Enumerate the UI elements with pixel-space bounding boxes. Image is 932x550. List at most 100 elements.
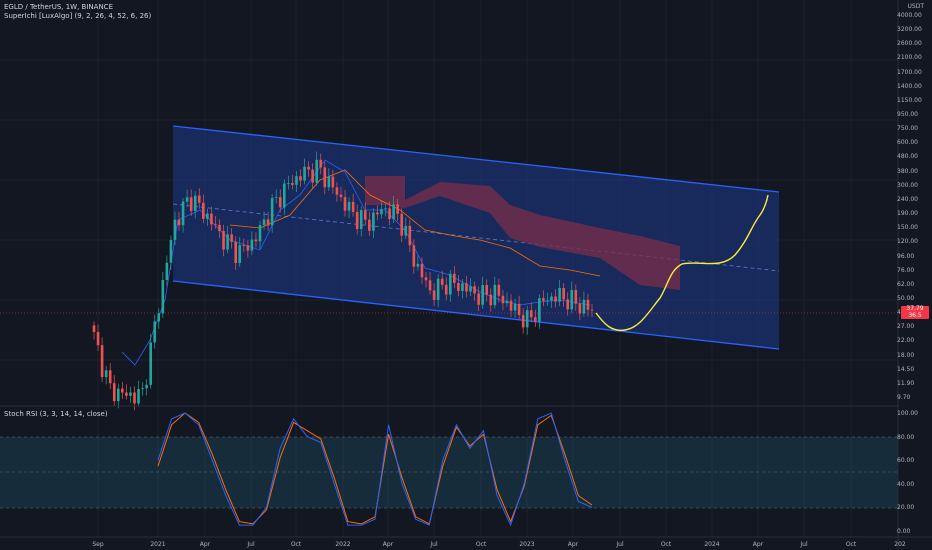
candle-body[interactable] bbox=[234, 241, 238, 263]
candle-body[interactable] bbox=[517, 303, 521, 315]
candle-body[interactable] bbox=[392, 204, 395, 220]
candle-body[interactable] bbox=[513, 303, 517, 311]
candle-body[interactable] bbox=[412, 245, 416, 267]
candle-body[interactable] bbox=[396, 204, 399, 214]
candle-body[interactable] bbox=[157, 313, 161, 322]
symbol-title[interactable]: EGLD / TetherUS, 1W, BINANCE bbox=[4, 3, 113, 11]
candle-body[interactable] bbox=[108, 370, 112, 384]
candle-body[interactable] bbox=[359, 210, 363, 230]
candle-body[interactable] bbox=[376, 212, 379, 215]
candle-body[interactable] bbox=[137, 389, 140, 404]
candle-body[interactable] bbox=[416, 263, 420, 267]
candle-body[interactable] bbox=[165, 262, 169, 280]
candle-body[interactable] bbox=[238, 245, 242, 263]
candle-body[interactable] bbox=[206, 213, 209, 219]
candle-body[interactable] bbox=[246, 245, 250, 251]
candle-body[interactable] bbox=[521, 314, 525, 328]
candle-body[interactable] bbox=[202, 202, 205, 219]
candle-body[interactable] bbox=[473, 286, 476, 294]
candle-body[interactable] bbox=[388, 208, 391, 220]
candle-body[interactable] bbox=[477, 293, 480, 305]
candle-body[interactable] bbox=[258, 225, 262, 242]
candle-body[interactable] bbox=[169, 239, 173, 263]
candle-body[interactable] bbox=[444, 284, 448, 295]
candle-body[interactable] bbox=[489, 294, 493, 306]
candle-body[interactable] bbox=[331, 176, 335, 188]
candle-body[interactable] bbox=[266, 219, 270, 226]
candle-body[interactable] bbox=[112, 383, 116, 402]
candle-body[interactable] bbox=[230, 234, 233, 242]
candle-body[interactable] bbox=[254, 239, 258, 242]
candle-body[interactable] bbox=[355, 211, 359, 230]
candle-body[interactable] bbox=[339, 194, 343, 198]
candle-body[interactable] bbox=[566, 299, 570, 310]
candle-body[interactable] bbox=[145, 384, 148, 389]
candle-body[interactable] bbox=[299, 176, 302, 181]
candle-body[interactable] bbox=[380, 209, 383, 215]
candle-body[interactable] bbox=[538, 298, 541, 322]
candle-body[interactable] bbox=[307, 166, 310, 170]
candle-body[interactable] bbox=[222, 230, 225, 250]
candle-body[interactable] bbox=[440, 278, 444, 285]
candle-body[interactable] bbox=[295, 176, 298, 185]
candle-body[interactable] bbox=[505, 300, 509, 304]
candle-body[interactable] bbox=[372, 212, 375, 231]
candle-body[interactable] bbox=[574, 289, 578, 304]
candle-body[interactable] bbox=[368, 219, 371, 231]
candle-body[interactable] bbox=[558, 287, 561, 302]
candle-body[interactable] bbox=[481, 284, 484, 305]
candle-body[interactable] bbox=[218, 224, 221, 231]
rsi-title[interactable]: Stoch RSI (3, 3, 14, 14, close) bbox=[4, 410, 108, 418]
candle-body[interactable] bbox=[315, 159, 318, 183]
candle-body[interactable] bbox=[432, 290, 436, 300]
candle-body[interactable] bbox=[578, 303, 582, 314]
candle-body[interactable] bbox=[343, 197, 347, 211]
candle-body[interactable] bbox=[100, 345, 104, 378]
candle-body[interactable] bbox=[453, 273, 456, 283]
candle-body[interactable] bbox=[185, 197, 189, 202]
candle-body[interactable] bbox=[546, 300, 549, 302]
candle-body[interactable] bbox=[534, 317, 537, 322]
candle-body[interactable] bbox=[270, 197, 274, 226]
candle-body[interactable] bbox=[424, 277, 428, 281]
candle-body[interactable] bbox=[121, 388, 124, 393]
candle-body[interactable] bbox=[408, 225, 412, 246]
candle-body[interactable] bbox=[125, 392, 128, 396]
candle-body[interactable] bbox=[173, 219, 177, 240]
candle-body[interactable] bbox=[562, 287, 565, 300]
candle-body[interactable] bbox=[193, 195, 197, 212]
candle-body[interactable] bbox=[493, 284, 497, 306]
candle-body[interactable] bbox=[303, 166, 306, 181]
candle-body[interactable] bbox=[586, 299, 590, 310]
candle-body[interactable] bbox=[404, 225, 408, 236]
candle-body[interactable] bbox=[465, 283, 468, 292]
candle-body[interactable] bbox=[501, 295, 505, 304]
candle-body[interactable] bbox=[400, 213, 404, 236]
candle-body[interactable] bbox=[384, 208, 387, 210]
candle-body[interactable] bbox=[448, 273, 452, 295]
candle-body[interactable] bbox=[116, 388, 120, 402]
candle-body[interactable] bbox=[335, 187, 339, 195]
candle-body[interactable] bbox=[351, 201, 355, 212]
candle-body[interactable] bbox=[363, 210, 367, 220]
candle-body[interactable] bbox=[133, 392, 136, 404]
candle-body[interactable] bbox=[319, 159, 323, 168]
candle-body[interactable] bbox=[226, 234, 229, 250]
candle-body[interactable] bbox=[177, 219, 181, 226]
indicator-title[interactable]: SuperIchi [LuxAlgo] (9, 2, 26, 4, 52, 6,… bbox=[4, 12, 152, 20]
candle-body[interactable] bbox=[214, 224, 217, 226]
candle-body[interactable] bbox=[542, 298, 545, 301]
channel-upper-line[interactable] bbox=[172, 125, 780, 193]
candle-body[interactable] bbox=[250, 239, 254, 251]
candle-body[interactable] bbox=[274, 197, 278, 198]
candle-body[interactable] bbox=[278, 197, 282, 208]
candle-body[interactable] bbox=[529, 310, 533, 318]
candle-body[interactable] bbox=[210, 213, 213, 225]
candle-body[interactable] bbox=[570, 289, 574, 310]
candle-body[interactable] bbox=[420, 263, 424, 278]
candle-body[interactable] bbox=[104, 370, 108, 378]
candle-body[interactable] bbox=[141, 388, 144, 390]
candle-body[interactable] bbox=[461, 283, 464, 292]
candle-body[interactable] bbox=[197, 195, 201, 203]
candle-body[interactable] bbox=[327, 176, 331, 188]
